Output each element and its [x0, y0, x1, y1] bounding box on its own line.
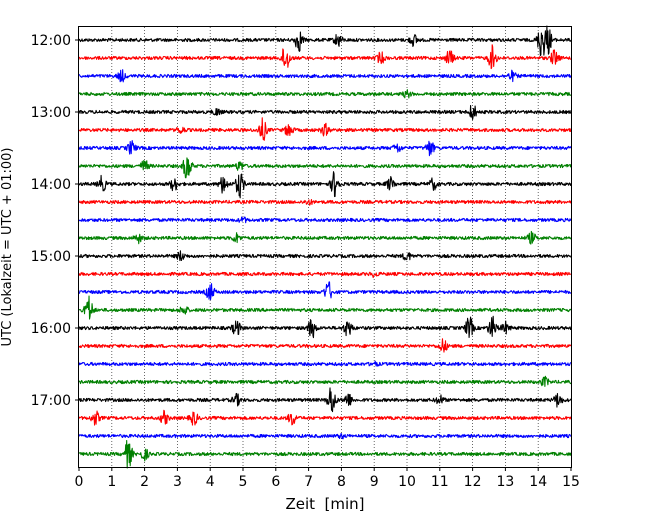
x-axis-title: Zeit [min]: [285, 495, 364, 513]
x-tick-label: 12: [464, 474, 482, 490]
trace-row-1345: [78, 157, 572, 179]
trace-row-1330: [78, 140, 572, 157]
x-tick-label: 13: [496, 474, 514, 490]
trace-row-1400: [78, 171, 572, 199]
x-tick-label: 2: [140, 474, 149, 490]
trace-row-1515: [78, 271, 572, 279]
seismogram-trace: [78, 89, 572, 99]
trace-row-1215: [78, 44, 572, 70]
seismogram-trace: [78, 375, 572, 387]
seismogram-trace: [78, 171, 572, 199]
y-tick-label: 15:00: [31, 249, 71, 265]
x-tick-label: 1: [107, 474, 116, 490]
trace-row-1445: [78, 230, 572, 245]
seismogram-trace: [78, 409, 572, 426]
x-tick-label: 10: [398, 474, 416, 490]
vertical-grid: [111, 27, 539, 467]
seismogram-trace: [78, 157, 572, 179]
seismogram-trace: [78, 440, 572, 469]
trace-row-1600: [78, 315, 572, 339]
seismogram-trace: [78, 216, 572, 224]
x-tick-label: 4: [206, 474, 215, 490]
trace-row-1630: [78, 360, 572, 367]
trace-row-1200: [78, 25, 572, 57]
trace-row-1530: [78, 281, 572, 301]
trace-row-1230: [78, 69, 572, 83]
plot-frame: [78, 26, 572, 468]
trace-row-1245: [78, 89, 572, 99]
x-tick-label: 14: [529, 474, 547, 490]
y-axis-title: UTC (Lokalzeit = UTC + 01:00): [0, 148, 15, 347]
trace-row-1700: [78, 387, 572, 413]
seismogram-trace: [78, 230, 572, 245]
seismogram-trace: [78, 271, 572, 279]
seismogram-trace: [78, 338, 572, 353]
x-tick-label: 8: [337, 474, 346, 490]
trace-row-1545: [78, 295, 572, 320]
x-tick-label: 9: [370, 474, 379, 490]
seismogram-trace: [78, 25, 572, 57]
seismogram-trace: [78, 295, 572, 320]
seismogram-trace: [78, 315, 572, 339]
x-tick-label: 11: [431, 474, 449, 490]
x-tick-label: 15: [562, 474, 580, 490]
x-tick-label: 6: [271, 474, 280, 490]
y-axis-ticks: 12:00 13:00 14:00 15:00 16:00 17:00: [31, 33, 79, 409]
seismogram-trace: [78, 250, 572, 262]
y-tick-label: 16:00: [31, 321, 71, 337]
seismogram-trace: [78, 281, 572, 301]
trace-row-1615: [78, 338, 572, 353]
x-tick-label: 7: [304, 474, 313, 490]
trace-row-1715: [78, 409, 572, 426]
trace-row-1500: [78, 250, 572, 262]
trace-row-1645: [78, 375, 572, 387]
seismogram-trace: [78, 360, 572, 367]
y-tick-label: 13:00: [31, 105, 71, 121]
y-tick-label: 12:00: [31, 33, 71, 49]
trace-row-1730: [78, 432, 572, 440]
seismogram-trace: [78, 140, 572, 157]
y-tick-label: 17:00: [31, 393, 71, 409]
seismogram-trace: [78, 104, 572, 121]
trace-row-1415: [78, 199, 572, 206]
seismogram-trace: [78, 432, 572, 440]
seismogram-trace: [78, 69, 572, 83]
trace-row-1430: [78, 216, 572, 224]
seismogram-trace: [78, 387, 572, 413]
trace-row-1315: [78, 117, 572, 141]
seismogram-traces: [78, 25, 572, 469]
seismogram-trace: [78, 199, 572, 206]
x-tick-label: 5: [239, 474, 248, 490]
x-tick-label: 3: [173, 474, 182, 490]
x-tick-label: 0: [75, 474, 84, 490]
trace-row-1745: [78, 440, 572, 469]
trace-row-1300: [78, 104, 572, 121]
y-tick-label: 14:00: [31, 177, 71, 193]
seismogram-trace: [78, 44, 572, 70]
x-axis-ticks: 0 1 2 3 4 5 6 7 8 9 10 11 12 13 14 15: [75, 467, 580, 490]
seismogram-trace: [78, 117, 572, 141]
